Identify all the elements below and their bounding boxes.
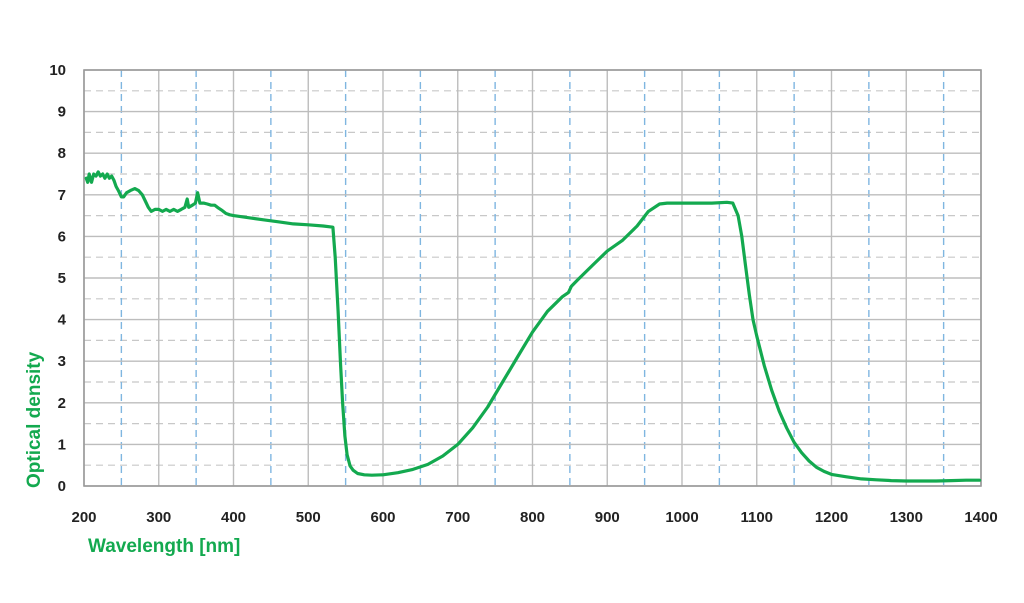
x-tick-label: 400 bbox=[221, 509, 246, 526]
series-line bbox=[84, 170, 982, 483]
x-tick-label: 1000 bbox=[665, 509, 698, 526]
y-tick-label: 7 bbox=[58, 187, 66, 204]
x-tick-label: 500 bbox=[296, 509, 321, 526]
y-tick-label: 6 bbox=[58, 228, 66, 245]
x-tick-label: 1200 bbox=[815, 509, 848, 526]
x-tick-label: 200 bbox=[71, 509, 96, 526]
x-tick-label: 900 bbox=[595, 509, 620, 526]
y-tick-label: 0 bbox=[58, 478, 66, 495]
y-axis-tick-labels: 0 1 2 3 4 5 6 7 8 9 10 bbox=[49, 62, 66, 495]
x-tick-label: 300 bbox=[146, 509, 171, 526]
x-tick-label: 1400 bbox=[964, 509, 997, 526]
y-tick-label: 1 bbox=[58, 436, 66, 453]
x-tick-label: 1300 bbox=[890, 509, 923, 526]
y-tick-label: 4 bbox=[58, 312, 67, 329]
y-tick-label: 2 bbox=[58, 395, 66, 412]
x-axis-tick-labels: 200 300 400 500 600 700 800 900 1000 1100 1200 1300… bbox=[71, 509, 997, 526]
y-tick-label: 3 bbox=[58, 353, 66, 370]
x-tick-label: 1100 bbox=[740, 509, 773, 526]
y-tick-label: 9 bbox=[58, 104, 66, 121]
x-tick-label: 600 bbox=[370, 509, 395, 526]
x-axis-title: Wavelength [nm] bbox=[88, 536, 240, 557]
y-axis-title: Optical density bbox=[24, 351, 45, 488]
y-tick-label: 8 bbox=[58, 145, 66, 162]
plot-frame bbox=[83, 69, 982, 487]
x-tick-label: 700 bbox=[445, 509, 470, 526]
y-tick-label: 5 bbox=[58, 270, 66, 287]
y-tick-label: 10 bbox=[49, 62, 66, 79]
x-tick-label: 800 bbox=[520, 509, 545, 526]
